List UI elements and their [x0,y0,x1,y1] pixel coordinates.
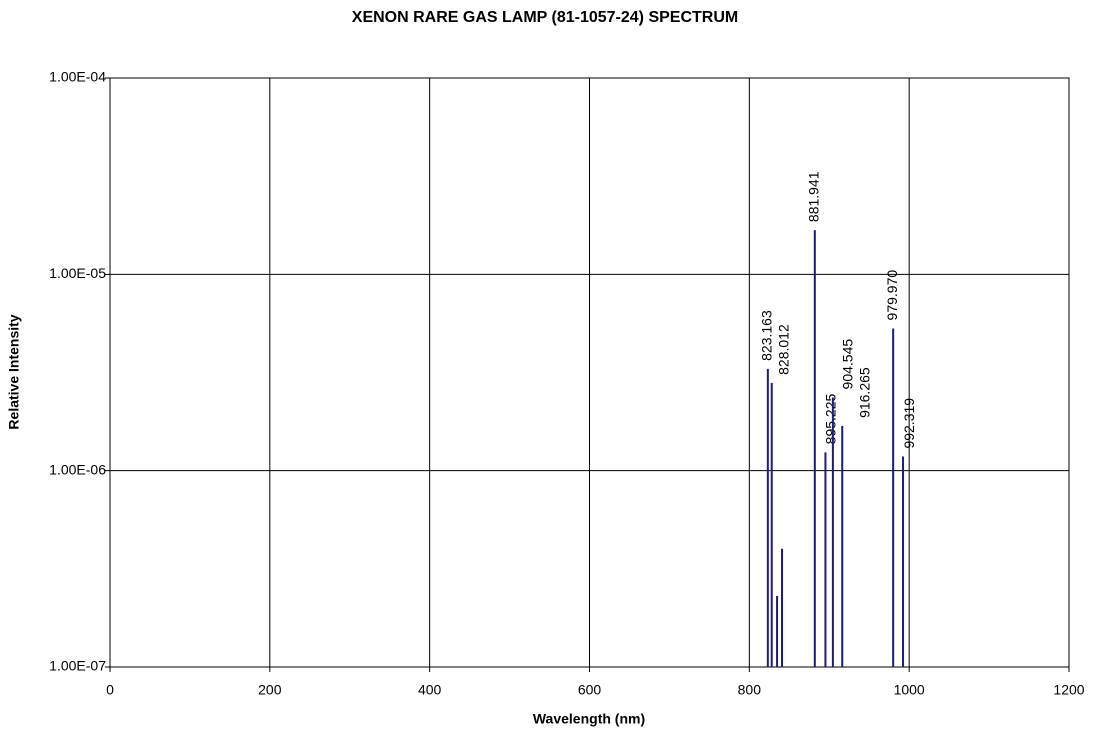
line-label: 904.545 [840,339,856,390]
line-label: 979.970 [884,270,900,321]
plot-frame [109,77,1070,668]
x-tick-label: 400 [418,682,442,698]
line-label: 823.163 [759,310,775,361]
y-tick-label: 1.00E-04 [49,69,106,85]
x-tick-label: 200 [258,682,282,698]
line-label: 881.941 [806,171,822,222]
line-label: 992.319 [901,398,917,449]
line-label: 828.012 [776,324,792,375]
x-tick-label: 0 [106,682,114,698]
y-tick-label: 1.00E-06 [49,461,106,477]
y-tick-label: 1.00E-05 [49,265,106,281]
chart-title: XENON RARE GAS LAMP (81-1057-24) SPECTRU… [352,9,738,26]
x-tick-label: 800 [738,682,762,698]
line-label: 895.225 [823,394,839,445]
line-label: 916.265 [857,367,873,418]
x-tick-label: 600 [578,682,602,698]
y-axis-title: Relative Intensity [6,314,22,429]
x-axis-title: Wavelength (nm) [533,711,645,727]
y-tick-label: 1.00E-07 [49,658,106,674]
x-tick-label: 1200 [1053,682,1084,698]
x-tick-label: 1000 [894,682,925,698]
